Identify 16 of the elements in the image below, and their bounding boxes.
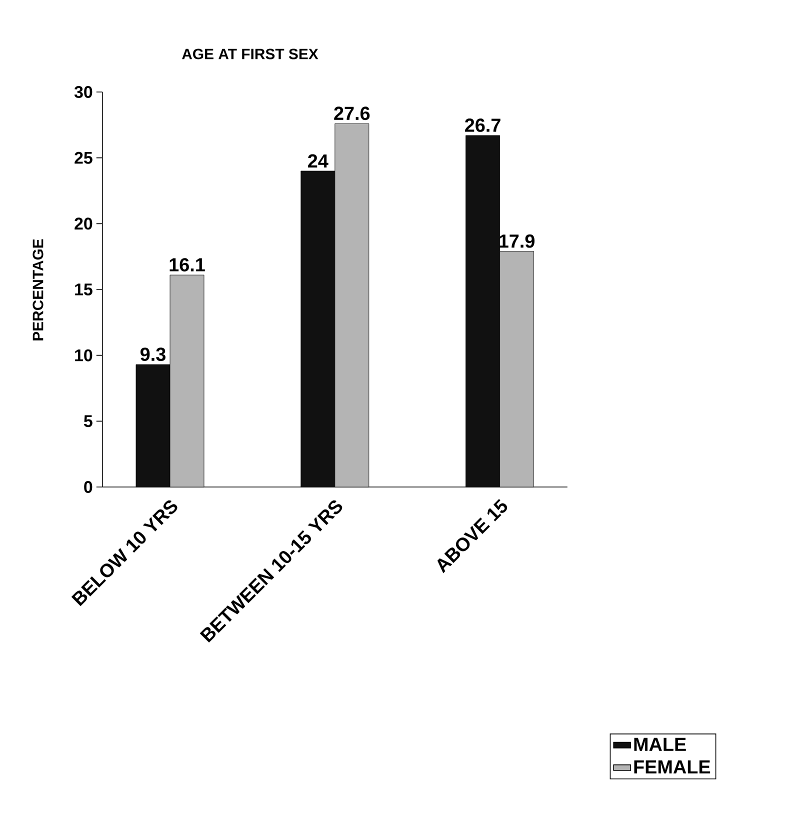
data-label: 16.1 [170, 258, 205, 272]
y-tick-label: 15 [75, 284, 92, 296]
legend-label: MALE [634, 738, 686, 751]
y-axis-title: PERCENTAGE [32, 239, 44, 340]
legend-label: FEMALE [634, 760, 710, 774]
data-label: 9.3 [140, 348, 166, 362]
y-tick-label: 5 [84, 415, 92, 428]
data-label: 27.6 [334, 106, 370, 120]
chart-title: AGE AT FIRST SEX [182, 48, 318, 60]
y-tick-label: 10 [75, 349, 92, 362]
data-label: 24 [308, 154, 328, 168]
data-label: 26.7 [465, 118, 500, 132]
y-tick-label: 30 [74, 86, 92, 98]
y-tick-label: 0 [84, 481, 92, 493]
y-tick-label: 25 [74, 152, 92, 164]
y-tick-label: 20 [74, 218, 92, 230]
